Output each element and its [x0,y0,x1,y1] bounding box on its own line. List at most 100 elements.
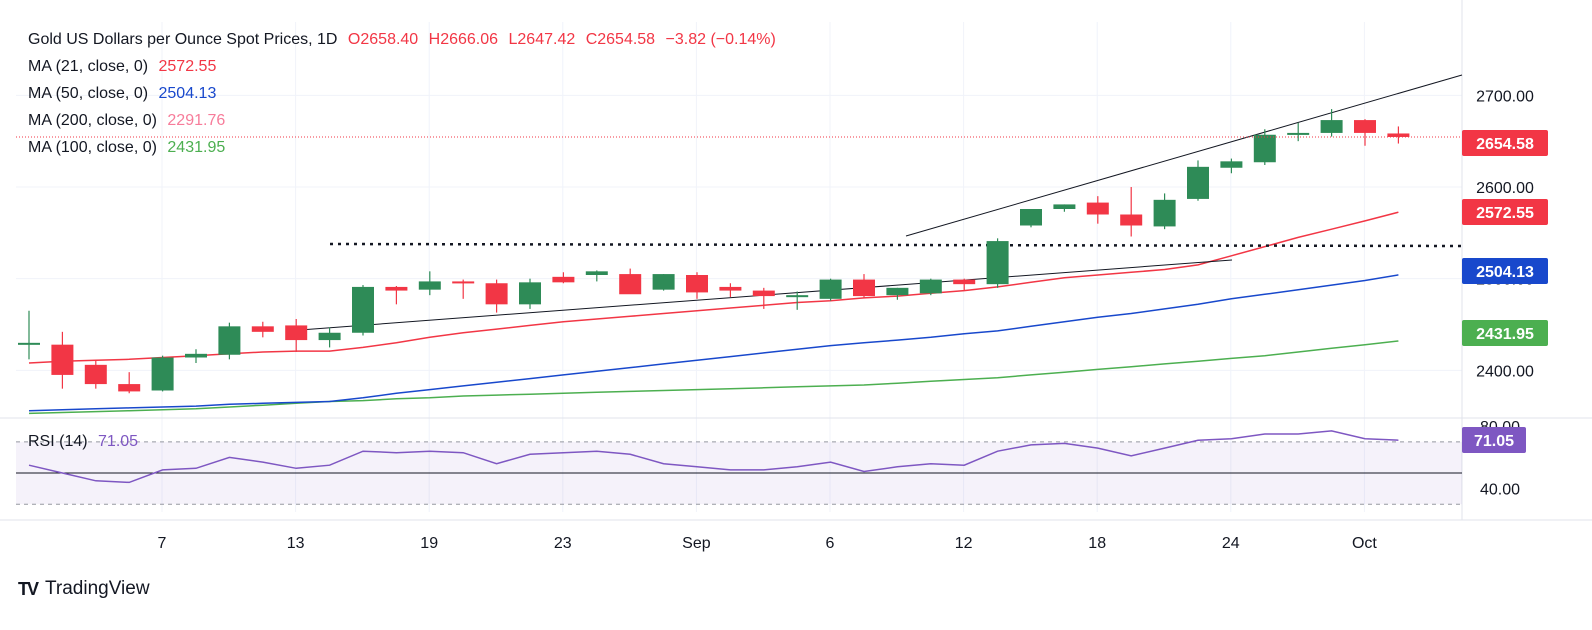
time-tick-label: 13 [287,535,305,552]
time-tick-label: Oct [1352,535,1377,552]
candle-body [1187,166,1209,199]
candle-body [552,276,575,283]
close-value: C2654.58 [585,31,656,48]
price-tick-label: 2600.00 [1476,180,1534,197]
time-tick-label: 18 [1088,535,1106,552]
price-badges: 2654.58 2572.55 2504.13 2431.95 71.05 [1462,130,1548,453]
legend-ma200[interactable]: MA (200, close, 0) 2291.76 [28,112,231,130]
ma50-badge: 2504.13 [1476,264,1534,281]
tradingview-branding[interactable]: TV TradingView [18,578,150,600]
candle-body [1086,202,1109,215]
candle-body [585,271,608,275]
legend-rsi[interactable]: RSI (14) 71.05 [28,433,144,451]
chart-header: Gold US Dollars per Ounce Spot Prices, 1… [28,31,782,49]
legend-ma50[interactable]: MA (50, close, 0) 2504.13 [28,85,222,103]
price-badge: 2654.58 [1476,136,1534,153]
moving-average-lines [28,211,1399,415]
candle-body [18,342,40,345]
ma21-badge-bg [1462,199,1548,225]
legend-ma21-label: MA (21, close, 0) [28,58,149,75]
high-value: H2666.06 [428,31,499,48]
candle-body [719,286,742,291]
candle-body [1387,133,1410,137]
tradingview-logo-icon: TV [18,578,39,599]
ma100-line [28,340,1399,415]
candle-body [84,364,107,385]
candle-body [853,279,875,297]
candle-body [1354,120,1376,133]
ma50-line [28,274,1399,412]
candle-body [986,241,1009,285]
candle-body [285,325,308,341]
brand-name: TradingView [45,578,150,599]
price-badge-bg [1462,130,1548,156]
candle-body [919,279,942,294]
change-value: −3.82 (−0.14%) [665,31,776,48]
time-tick-label: Sep [682,535,711,552]
candle-body [151,357,174,391]
candle-body [619,274,642,295]
ma50-badge-bg [1462,258,1548,284]
legend-ma21-value: 2572.55 [158,58,217,75]
ma21-badge: 2572.55 [1476,205,1534,222]
candle-body [1320,120,1343,133]
ma100-badge: 2431.95 [1476,326,1534,343]
legend-ma21[interactable]: MA (21, close, 0) 2572.55 [28,58,222,76]
resistance-dotted-line [329,242,1463,248]
candles [18,109,1410,394]
legend-rsi-value: 71.05 [98,433,139,450]
upper-trendline [905,74,1463,237]
price-tick-label: 2700.00 [1476,88,1534,105]
rsi-badge-bg [1462,427,1526,453]
low-value: L2647.42 [508,31,576,48]
candle-body [1253,134,1276,163]
time-tick-label: 19 [420,535,438,552]
candle-body [819,279,842,299]
legend-ma50-label: MA (50, close, 0) [28,85,149,102]
candle-body [452,281,475,284]
open-value: O2658.40 [347,31,419,48]
candle-body [418,281,441,290]
time-tick-label: 24 [1222,535,1240,552]
candle-body [652,274,675,290]
time-tick-label: 6 [826,535,835,552]
ma100-badge-bg [1462,320,1548,346]
legend-ma50-value: 2504.13 [158,85,217,102]
rsi-pane: 80.0040.00 [16,419,1520,505]
candle-body [1287,132,1310,135]
time-tick-label: 12 [955,535,973,552]
candle-body [1053,204,1076,209]
candle-body [251,326,274,332]
candle-body [485,283,508,305]
legend-ma200-value: 2291.76 [167,112,226,129]
symbol-title: Gold US Dollars per Ounce Spot Prices, 1… [28,31,338,48]
candle-body [118,384,141,392]
candle-body [1020,209,1042,226]
rsi-axis-label: 40.00 [1480,482,1520,499]
legend-ma100-label: MA (100, close, 0) [28,139,157,156]
rsi-line [28,430,1399,484]
price-tick-label: 2400.00 [1476,363,1534,380]
candle-body [1120,214,1143,226]
time-axis[interactable]: 7 13 19 23 Sep 6 12 18 24 Oct [158,535,1378,552]
legend-ma100[interactable]: MA (100, close, 0) 2431.95 [28,139,231,157]
grid [0,0,1592,521]
candle-body [1153,199,1176,227]
candle-body [385,286,408,291]
candle-body [886,287,909,296]
candle-body [1220,161,1243,168]
time-tick-label: 23 [554,535,572,552]
candle-body [953,279,976,285]
candle-body [352,286,374,333]
candle-body [519,282,541,305]
candle-body [786,295,809,298]
candle-body [318,332,341,341]
candle-body [752,290,775,297]
candle-body [185,353,207,358]
legend-ma100-value: 2431.95 [167,139,226,156]
candle-body [686,275,708,293]
rsi-badge: 71.05 [1474,433,1514,450]
ma21-line [28,211,1399,364]
